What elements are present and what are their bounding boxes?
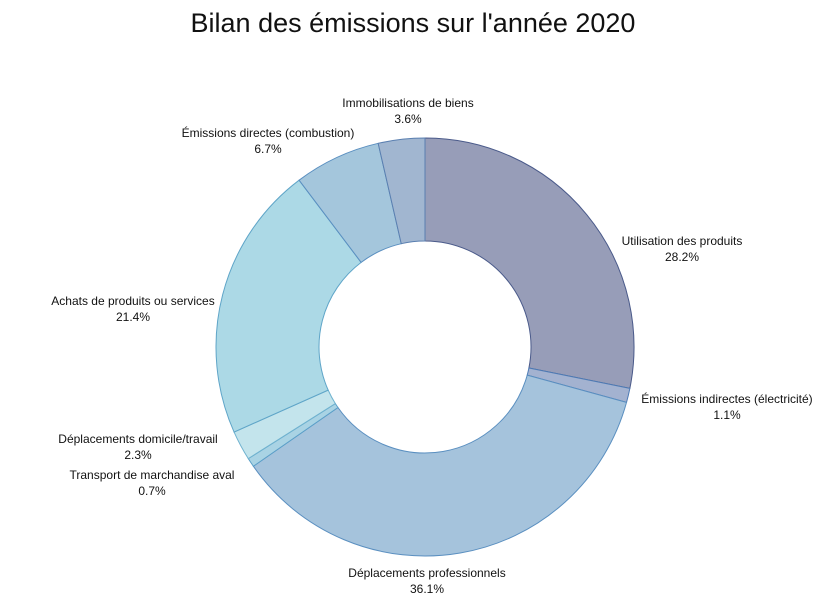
label-value-deplacements-professionnels: 36.1%	[410, 582, 444, 596]
label-value-utilisation-des-produits: 28.2%	[665, 250, 699, 264]
label-value-emissions-directes-combustion: 6.7%	[254, 142, 282, 156]
slice-deplacements-professionnels[interactable]	[252, 374, 628, 557]
label-value-immobilisations-de-biens: 3.6%	[394, 112, 422, 126]
label-value-transport-de-marchandise-aval: 0.7%	[138, 484, 166, 498]
label-name-immobilisations-de-biens: Immobilisations de biens	[342, 96, 473, 110]
chart-title: Bilan des émissions sur l'année 2020	[190, 8, 636, 38]
label-name-transport-de-marchandise-aval: Transport de marchandise aval	[70, 468, 235, 482]
slice-achats-de-produits-ou-services[interactable]	[215, 179, 362, 433]
slice-utilisation-des-produits[interactable]	[424, 137, 635, 389]
slice-immobilisations-de-biens[interactable]	[377, 137, 426, 245]
labels-group: Utilisation des produits 28.2% Émissions i…	[51, 96, 812, 596]
label-value-emissions-indirectes-electricite: 1.1%	[713, 408, 741, 422]
label-name-utilisation-des-produits: Utilisation des produits	[622, 234, 743, 248]
label-name-emissions-indirectes-electricite: Émissions indirectes (électricité)	[641, 391, 812, 406]
label-name-emissions-directes-combustion: Émissions directes (combustion)	[182, 125, 355, 140]
label-name-achats-de-produits-ou-services: Achats de produits ou services	[51, 294, 214, 308]
label-name-deplacements-domicile-travail: Déplacements domicile/travail	[58, 432, 217, 446]
slices-group	[215, 137, 635, 557]
label-name-deplacements-professionnels: Déplacements professionnels	[348, 566, 505, 580]
label-value-achats-de-produits-ou-services: 21.4%	[116, 310, 150, 324]
label-value-deplacements-domicile-travail: 2.3%	[124, 448, 152, 462]
